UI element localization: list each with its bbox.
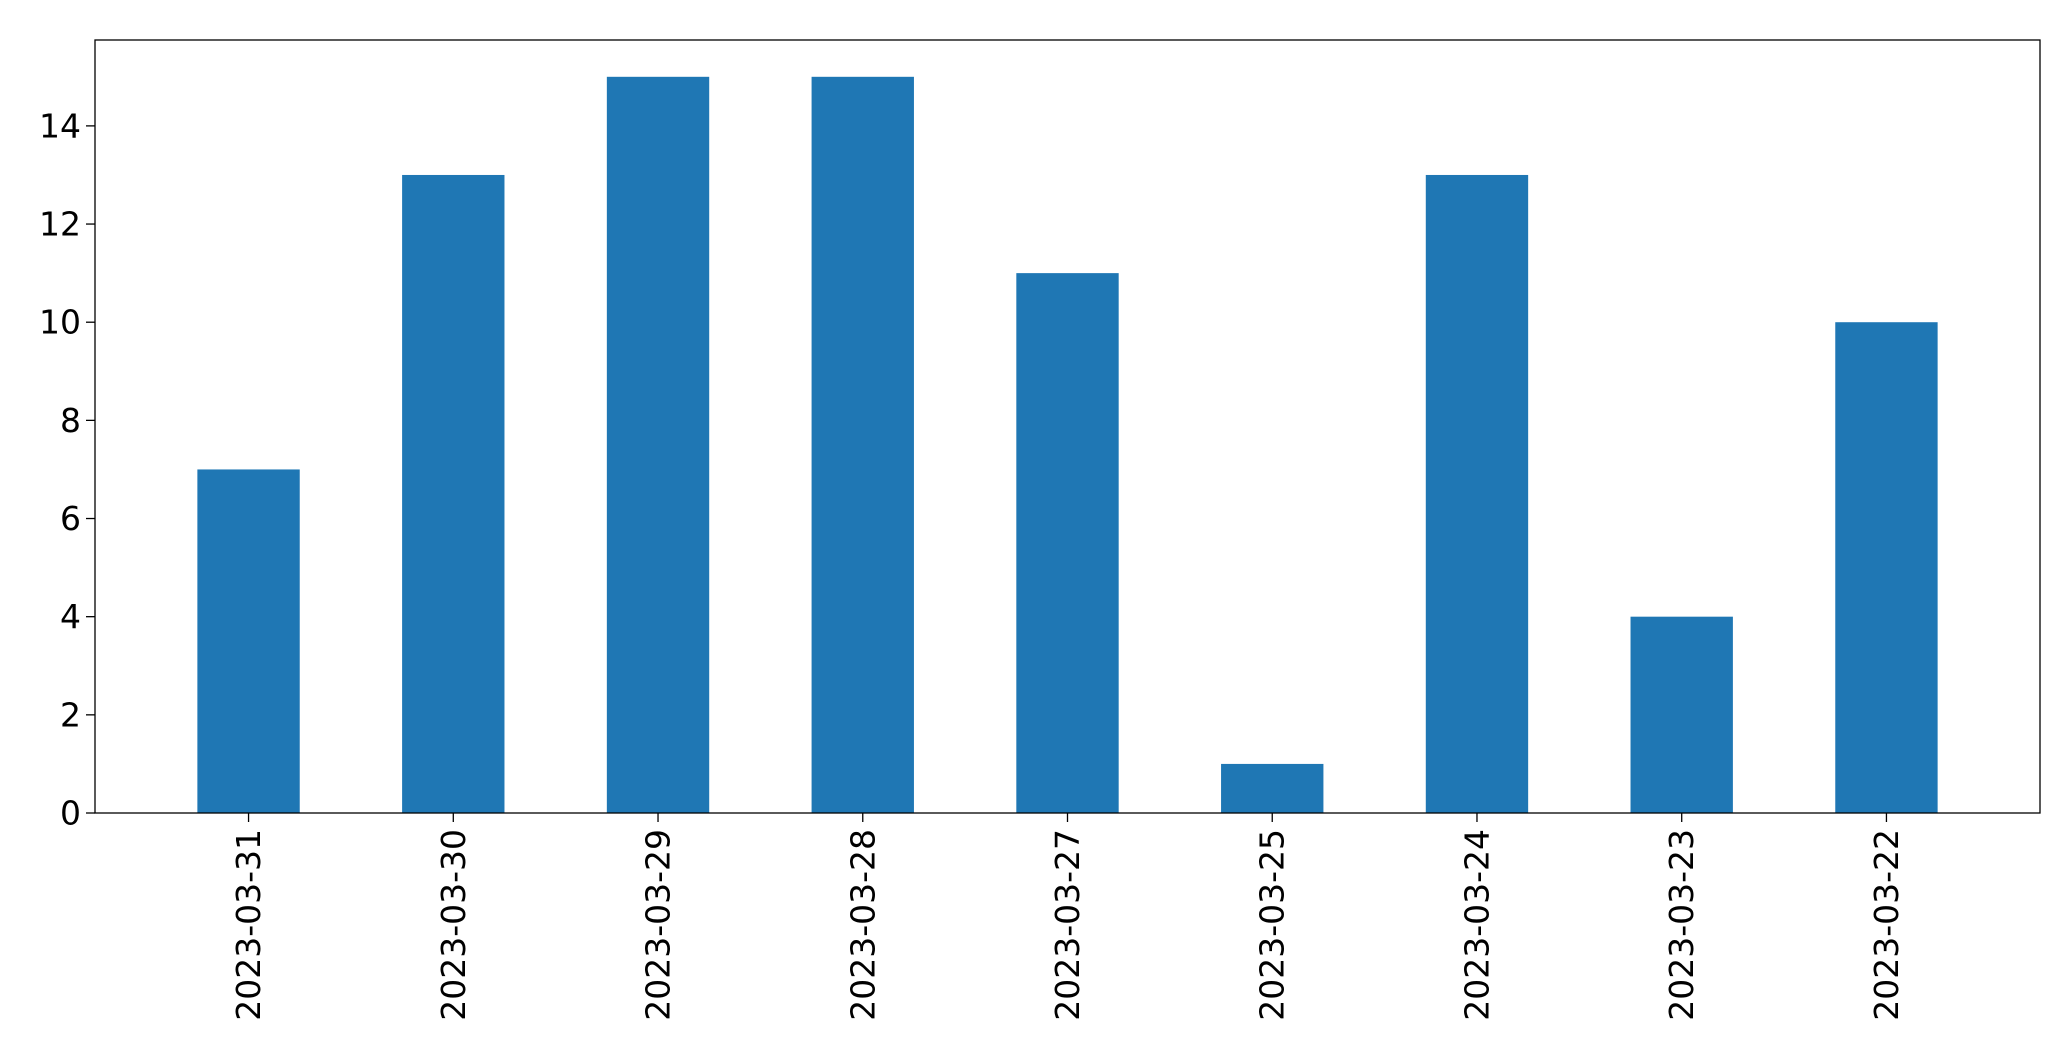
bar-2023-03-23 <box>1630 616 1733 813</box>
bar-2023-03-22 <box>1835 322 1938 813</box>
bar-2023-03-29 <box>606 76 710 814</box>
x-tick-label: 2023-03-31 <box>229 829 268 1021</box>
bar-2023-03-27 <box>1016 273 1119 814</box>
bars-group <box>197 76 1938 814</box>
y-tick-label: 12 <box>39 205 81 244</box>
y-tick-label: 2 <box>60 695 81 734</box>
x-tick-label: 2023-03-24 <box>1457 829 1496 1021</box>
y-tick-label: 8 <box>60 401 81 440</box>
x-axis: 2023-03-31 2023-03-30 2023-03-29 2023-03-28… <box>229 813 1906 1021</box>
bar-2023-03-28 <box>811 76 914 814</box>
y-tick-label: 6 <box>60 499 81 538</box>
x-tick-label: 2023-03-28 <box>843 829 882 1021</box>
x-tick-label: 2023-03-29 <box>639 829 678 1021</box>
y-tick-label: 14 <box>39 106 81 145</box>
bar-2023-03-31 <box>197 469 300 813</box>
y-axis: 0 2 4 6 8 10 12 14 <box>39 106 95 833</box>
bar-2023-03-30 <box>402 174 505 813</box>
x-tick-label: 2023-03-23 <box>1662 829 1701 1021</box>
x-tick-label: 2023-03-22 <box>1867 829 1906 1021</box>
bar-2023-03-24 <box>1425 174 1529 813</box>
x-tick-label: 2023-03-25 <box>1253 829 1292 1021</box>
x-tick-label: 2023-03-27 <box>1048 829 1087 1021</box>
y-tick-label: 4 <box>60 597 81 636</box>
y-tick-label: 0 <box>60 794 81 833</box>
y-tick-label: 10 <box>39 303 81 342</box>
x-tick-label: 2023-03-30 <box>434 829 473 1021</box>
bar-2023-03-25 <box>1221 763 1324 813</box>
